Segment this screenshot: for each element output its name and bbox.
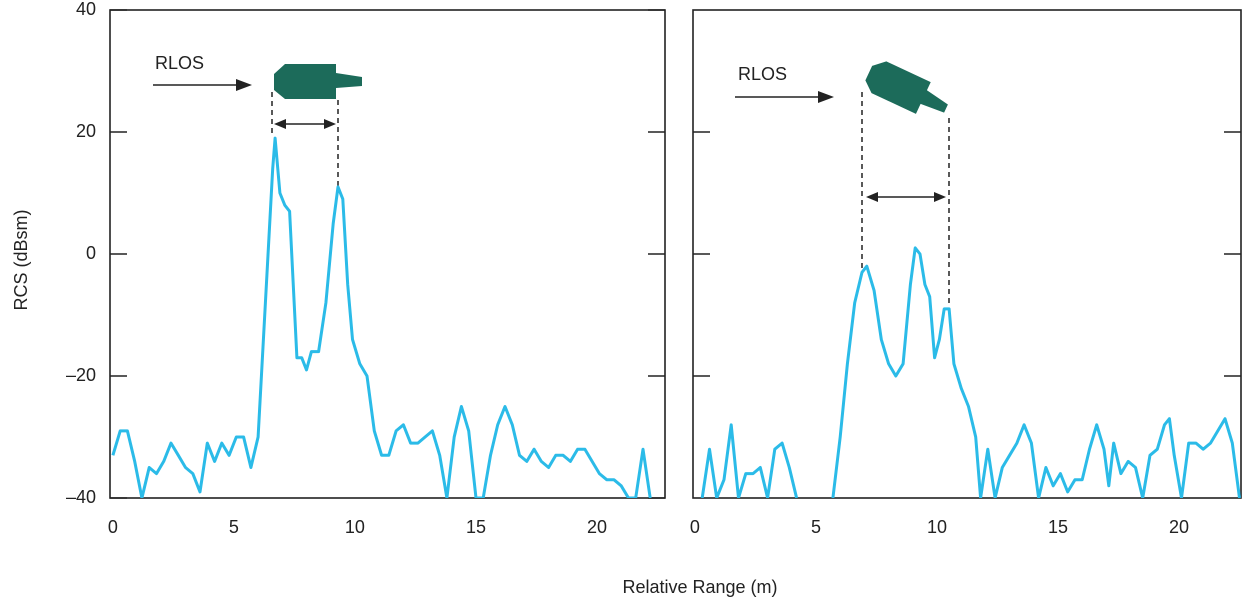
x-tick-label: 0	[690, 517, 700, 537]
arrowhead	[324, 119, 336, 129]
x-tick-label: 10	[927, 517, 947, 537]
x-tick-label: 0	[108, 517, 118, 537]
data-line	[111, 136, 652, 498]
arrowhead	[866, 192, 878, 202]
x-tick-label: 5	[229, 517, 239, 537]
x-tick-label: 15	[466, 517, 486, 537]
annotation: RLOS	[155, 53, 204, 73]
arrowhead	[236, 79, 252, 91]
x-tick-label: 10	[345, 517, 365, 537]
vehicle-icon	[274, 64, 362, 99]
arrowhead	[934, 192, 946, 202]
x-tick-label: 20	[587, 517, 607, 537]
x-axis-label: Relative Range (m)	[622, 577, 777, 597]
data-line	[700, 246, 1241, 498]
vehicle-icon	[865, 61, 948, 114]
vehicle-icon-group	[865, 61, 948, 114]
y-tick-label: –40	[66, 487, 96, 507]
y-tick-label: 40	[76, 0, 96, 19]
y-tick-label: –20	[66, 365, 96, 385]
y-tick-label: 20	[76, 121, 96, 141]
annotation: RLOS	[738, 64, 787, 84]
x-tick-label: 5	[811, 517, 821, 537]
y-tick-label: 0	[86, 243, 96, 263]
y-axis-label: RCS (dBsm)	[11, 209, 31, 310]
x-tick-label: 20	[1169, 517, 1189, 537]
plot-frame	[109, 9, 666, 499]
arrowhead	[274, 119, 286, 129]
arrowhead	[818, 91, 834, 103]
x-tick-label: 15	[1048, 517, 1068, 537]
